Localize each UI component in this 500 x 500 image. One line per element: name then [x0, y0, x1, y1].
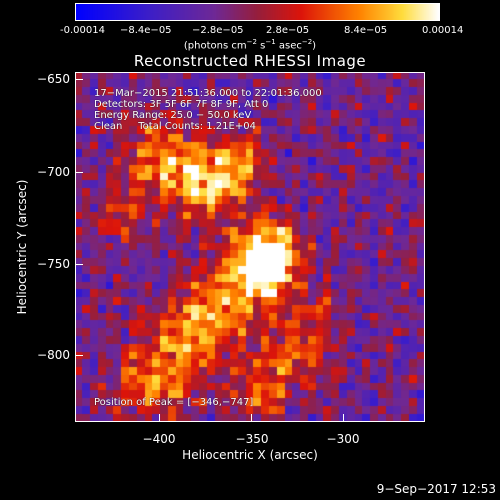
y-tick-mark [75, 355, 83, 356]
annotation-peak-position: Position of Peak = [−346,−747] [94, 397, 254, 408]
x-axis-label: Heliocentric X (arcsec) [182, 448, 318, 462]
y-axis-label: Heliocentric Y (arcsec) [15, 179, 29, 315]
x-tick-label: −400 [142, 432, 176, 446]
annotation-energy-range: Energy Range: 25.0 − 50.0 keV [94, 110, 252, 121]
heatmap-image [75, 72, 425, 422]
annotation-detectors: Detectors: 3F 5F 6F 7F 8F 9F, Att 0 [94, 99, 269, 110]
y-tick-mark [75, 79, 83, 80]
x-tick-label: −350 [235, 432, 269, 446]
colorbar-tick-3: −2.8e−05 [192, 25, 244, 36]
x-tick-mark [159, 414, 160, 422]
x-tick-mark [343, 414, 344, 422]
footer-timestamp: 9−Sep−2017 12:53 [376, 482, 496, 496]
colorbar-tick-2: −8.4e−05 [120, 25, 172, 36]
x-tick-label: −300 [326, 432, 360, 446]
colorbar [75, 3, 440, 21]
annotation-clean-counts: Clean Total Counts: 1.21E+04 [94, 121, 256, 132]
y-tick-label: −750 [37, 257, 70, 271]
y-tick-label: −700 [37, 165, 70, 179]
chart-title: Reconstructed RHESSI Image [133, 52, 367, 70]
colorbar-tick-4: 2.8e−05 [266, 25, 310, 36]
colorbar-unit: (photons cm−2 s−1 asec−2) [183, 38, 317, 52]
y-tick-label: −800 [37, 348, 70, 362]
y-tick-mark [75, 264, 83, 265]
y-tick-mark [75, 172, 83, 173]
colorbar-tick-5: 8.4e−05 [344, 25, 388, 36]
x-tick-mark [251, 414, 252, 422]
colorbar-tick-6: 0.00014 [422, 25, 464, 36]
colorbar-tick-1: -0.00014 [60, 25, 105, 36]
annotation-time-range: 17−Mar−2015 21:51:36.000 to 22:01:36.000 [94, 88, 322, 99]
y-tick-label: −650 [37, 72, 70, 86]
